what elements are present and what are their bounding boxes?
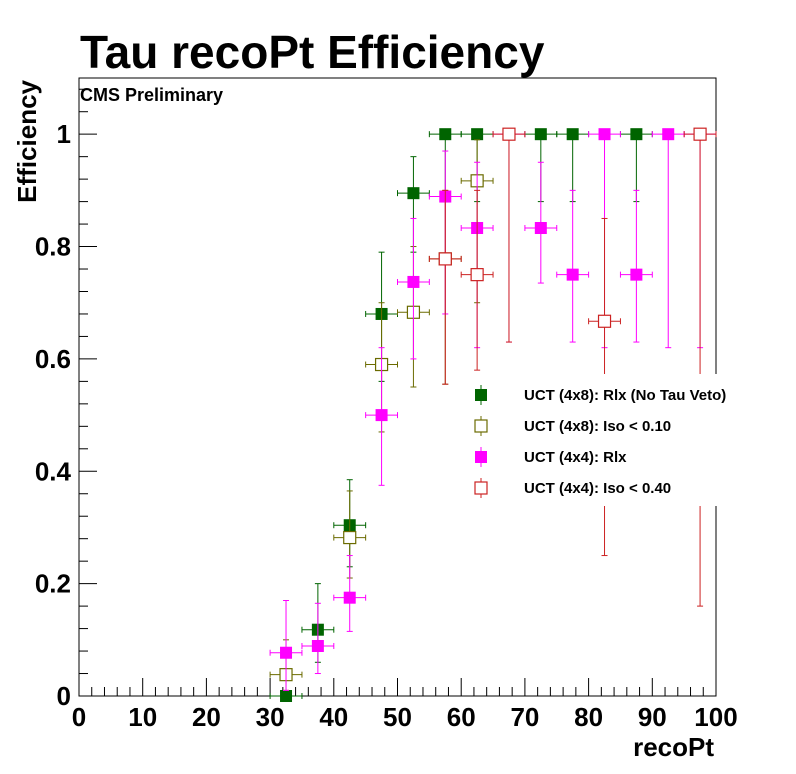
legend: UCT (4x8): Rlx (No Tau Veto) UCT (4x8): I… — [452, 374, 782, 506]
legend-entry: UCT (4x8): Iso < 0.10 — [474, 416, 671, 436]
legend-entry: UCT (4x4): Iso < 0.40 — [474, 478, 671, 498]
x-axis-label: recoPt — [633, 732, 714, 762]
legend-entry: UCT (4x8): Rlx (No Tau Veto) — [475, 385, 726, 405]
marker — [534, 128, 547, 141]
marker — [471, 128, 484, 141]
x-tick-label: 10 — [128, 702, 157, 732]
marker — [375, 409, 388, 422]
marker — [630, 268, 643, 281]
marker — [343, 591, 356, 604]
y-tick-label: 0.8 — [35, 232, 71, 262]
data-point — [556, 128, 590, 203]
x-tick-label: 90 — [638, 702, 667, 732]
data-point — [619, 189, 653, 343]
y-tick-label: 0.2 — [35, 569, 71, 599]
legend-label: UCT (4x8): Rlx (No Tau Veto) — [524, 387, 726, 404]
data-point — [333, 555, 367, 632]
legend-label: UCT (4x4): Rlx — [524, 449, 627, 466]
marker — [407, 187, 420, 200]
marker — [630, 128, 643, 141]
marker — [598, 128, 611, 141]
data-point — [365, 347, 398, 486]
x-tick-label: 70 — [510, 702, 539, 732]
legend-entry: UCT (4x4): Rlx — [475, 447, 627, 467]
y-tick-label: 1 — [57, 119, 71, 149]
marker — [566, 128, 579, 141]
x-tick-label: 50 — [383, 702, 412, 732]
marker — [662, 128, 675, 141]
legend-box — [452, 374, 782, 506]
data-point — [428, 189, 462, 385]
chart-title: Tau recoPt Efficiency — [80, 26, 545, 78]
legend-marker — [475, 389, 487, 401]
legend-label: UCT (4x4): Iso < 0.40 — [524, 480, 671, 497]
x-tick-label: 0 — [72, 702, 86, 732]
y-tick-label: 0 — [57, 681, 71, 711]
marker — [534, 222, 547, 235]
legend-marker — [474, 481, 488, 495]
x-tick-label: 100 — [694, 702, 737, 732]
marker — [502, 127, 516, 141]
y-tick-label: 0.6 — [35, 344, 71, 374]
marker — [597, 314, 612, 328]
legend-marker — [475, 451, 487, 463]
marker — [407, 275, 420, 288]
marker — [693, 127, 707, 141]
x-tick-label: 20 — [192, 702, 221, 732]
x-tick-label: 60 — [447, 702, 476, 732]
x-tick-label: 40 — [319, 702, 348, 732]
cms-preliminary-label: CMS Preliminary — [80, 85, 223, 105]
data-point — [269, 599, 303, 691]
marker — [343, 530, 357, 545]
x-tick-label: 80 — [574, 702, 603, 732]
legend-label: UCT (4x8): Iso < 0.10 — [524, 418, 671, 435]
legend-marker — [474, 419, 488, 433]
data-point — [460, 189, 494, 371]
data-point — [556, 189, 590, 343]
data-point — [397, 217, 430, 360]
data-point — [683, 127, 717, 607]
x-tick-label: 30 — [256, 702, 285, 732]
axes: 0 10 20 30 40 50 60 70 80 90 100 0 0.2 0.4 0.6 0.8 1 — [35, 88, 738, 732]
marker — [280, 646, 293, 659]
marker — [470, 268, 484, 282]
marker — [280, 690, 293, 702]
data-point — [269, 690, 303, 702]
marker — [566, 268, 579, 281]
marker — [438, 252, 452, 266]
marker — [311, 639, 324, 652]
data-point — [492, 127, 526, 343]
data-point — [524, 161, 558, 284]
data-points — [269, 127, 717, 702]
y-tick-label: 0.4 — [35, 456, 72, 486]
data-point — [301, 602, 335, 675]
marker — [439, 128, 452, 141]
y-axis-label: Efficiency — [12, 79, 42, 202]
